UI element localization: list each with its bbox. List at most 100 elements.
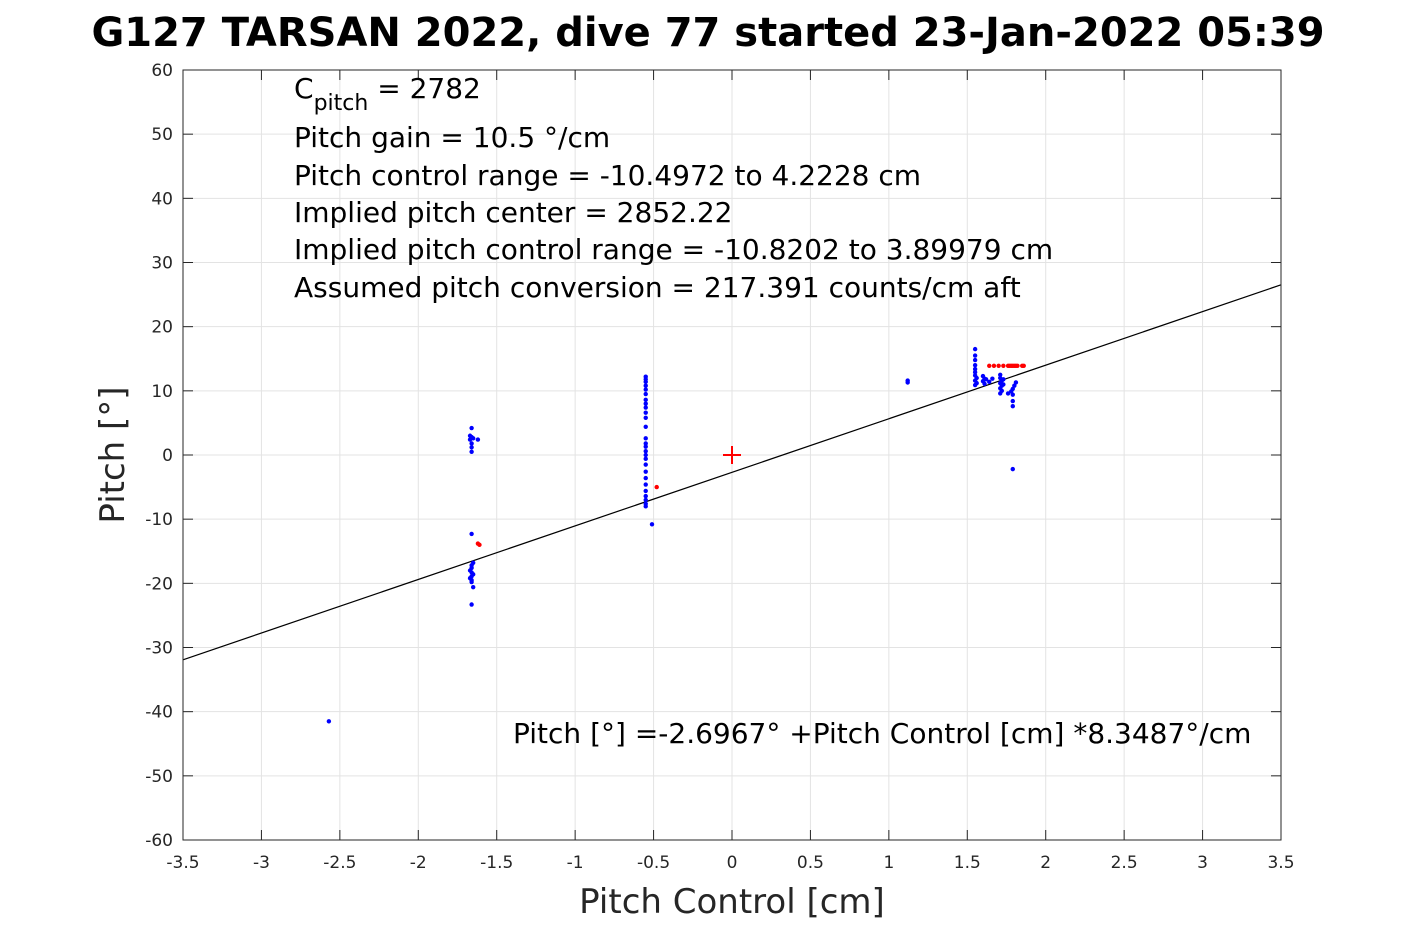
- x-tick-label: -2: [410, 853, 427, 873]
- y-tick-label: -30: [145, 639, 173, 659]
- x-tick-label: 0.5: [797, 853, 824, 873]
- x-axis-label: Pitch Control [cm]: [579, 882, 885, 922]
- x-tick-label: -3.5: [166, 853, 199, 873]
- x-tick-label: -0.5: [637, 853, 670, 873]
- data-point-blue: [643, 436, 648, 441]
- data-point-blue: [643, 379, 648, 385]
- data-point-blue: [469, 579, 474, 585]
- data-points: [326, 346, 1026, 724]
- data-point-red: [996, 363, 1001, 369]
- data-point-blue: [469, 445, 474, 450]
- data-point-blue: [1001, 377, 1006, 382]
- x-tick-label: 0: [727, 853, 738, 873]
- data-point-blue: [987, 379, 992, 385]
- data-point-blue: [972, 353, 978, 358]
- data-point-blue: [972, 366, 978, 372]
- data-point-blue: [1001, 382, 1006, 387]
- x-tick-label: 1.5: [954, 853, 981, 873]
- data-point-blue: [643, 448, 648, 454]
- data-point-blue: [990, 376, 995, 381]
- data-point-blue: [643, 493, 648, 499]
- data-point-blue: [643, 469, 648, 474]
- data-point-red: [477, 542, 482, 548]
- data-point-blue: [983, 377, 989, 382]
- data-point-blue: [469, 449, 474, 454]
- y-tick-label: -10: [145, 510, 173, 530]
- data-point-red: [987, 363, 992, 369]
- data-point-blue: [643, 475, 648, 481]
- y-tick-label: -60: [145, 831, 173, 851]
- data-point-red: [1021, 363, 1026, 369]
- data-point-blue: [643, 497, 648, 503]
- data-point-blue: [643, 387, 648, 392]
- fit-line: [182, 284, 1282, 661]
- y-axis-label: Pitch [°]: [93, 386, 133, 523]
- data-point-blue: [972, 382, 978, 388]
- y-tick-label: -20: [145, 574, 173, 594]
- data-point-red: [654, 484, 659, 490]
- data-point-blue: [643, 456, 648, 462]
- data-point-blue: [643, 415, 648, 420]
- data-point-blue: [649, 522, 655, 527]
- x-tick-label: -3: [253, 853, 270, 873]
- data-point-blue: [982, 381, 987, 386]
- y-tick-label: 30: [151, 254, 173, 274]
- data-point-blue: [643, 482, 648, 487]
- data-point-blue: [998, 391, 1003, 396]
- data-point-blue: [1013, 380, 1019, 385]
- data-point-blue: [643, 424, 648, 429]
- c-pitch-value: = 2782: [368, 72, 481, 105]
- data-point-blue: [470, 584, 476, 590]
- y-tick-label: 0: [162, 446, 173, 466]
- data-point-blue: [972, 357, 978, 363]
- data-point-blue: [1010, 466, 1015, 472]
- annotation-c-pitch: Cpitch = 2782: [294, 72, 481, 116]
- data-point-blue: [643, 410, 648, 415]
- y-tick-label: 10: [151, 382, 173, 402]
- data-point-blue: [643, 462, 648, 467]
- data-point-blue: [972, 370, 978, 375]
- center-marker-layer: [723, 446, 741, 464]
- annotation-implied-pitch-center: Implied pitch center = 2852.22: [294, 196, 732, 229]
- c-pitch-symbol: C: [294, 72, 314, 105]
- data-point-blue: [643, 452, 648, 458]
- x-tick-label: -1: [567, 853, 584, 873]
- data-point-blue: [475, 437, 481, 442]
- data-point-blue: [469, 441, 474, 446]
- annotation-pitch-gain: Pitch gain = 10.5 °/cm: [294, 121, 610, 154]
- chart-title: G127 TARSAN 2022, dive 77 started 23-Jan…: [91, 10, 1324, 56]
- data-point-blue: [905, 380, 910, 385]
- y-tick-labels: -60 -50 -40 -30 -20 -10 0 10 20 30 40 50 60: [145, 61, 173, 851]
- data-point-blue: [469, 602, 474, 607]
- annotation-pitch-control-range: Pitch control range = -10.4972 to 4.2228…: [294, 159, 921, 192]
- data-point-blue: [643, 405, 648, 410]
- fit-equation: Pitch [°] =-2.6967° +Pitch Control [cm] …: [513, 717, 1251, 750]
- data-point-blue: [1010, 398, 1015, 404]
- data-point-blue: [1010, 392, 1015, 397]
- data-point-blue: [972, 346, 978, 352]
- data-point-blue: [643, 397, 648, 403]
- data-point-blue: [643, 441, 648, 446]
- plot-frame: [182, 69, 1282, 841]
- data-point-blue: [643, 391, 648, 397]
- data-point-blue: [972, 362, 978, 368]
- x-tick-label: 2.5: [1111, 853, 1138, 873]
- x-tick-label: 3.5: [1267, 853, 1294, 873]
- c-pitch-subscript: pitch: [314, 91, 369, 116]
- y-tick-label: -40: [145, 703, 173, 723]
- data-point-blue: [643, 444, 648, 449]
- data-point-red: [1001, 363, 1006, 369]
- y-tick-label: 60: [151, 61, 173, 81]
- x-tick-labels: -3.5 -3 -2.5 -2 -1.5 -1 -0.5 0 0.5 1 1.5 2 2.5 3 3.5: [166, 853, 1294, 873]
- data-point-blue: [643, 401, 648, 406]
- data-point-blue: [469, 531, 474, 537]
- data-point-red: [991, 363, 997, 369]
- data-point-blue: [643, 488, 648, 494]
- x-tick-label: 1: [883, 853, 894, 873]
- data-point-blue: [643, 504, 648, 509]
- data-point-blue: [1010, 404, 1015, 409]
- annotation-assumed-pitch-conversion: Assumed pitch conversion = 217.391 count…: [294, 271, 1021, 304]
- annotation-implied-pitch-control-range: Implied pitch control range = -10.8202 t…: [294, 233, 1053, 266]
- x-tick-label: -1.5: [480, 853, 513, 873]
